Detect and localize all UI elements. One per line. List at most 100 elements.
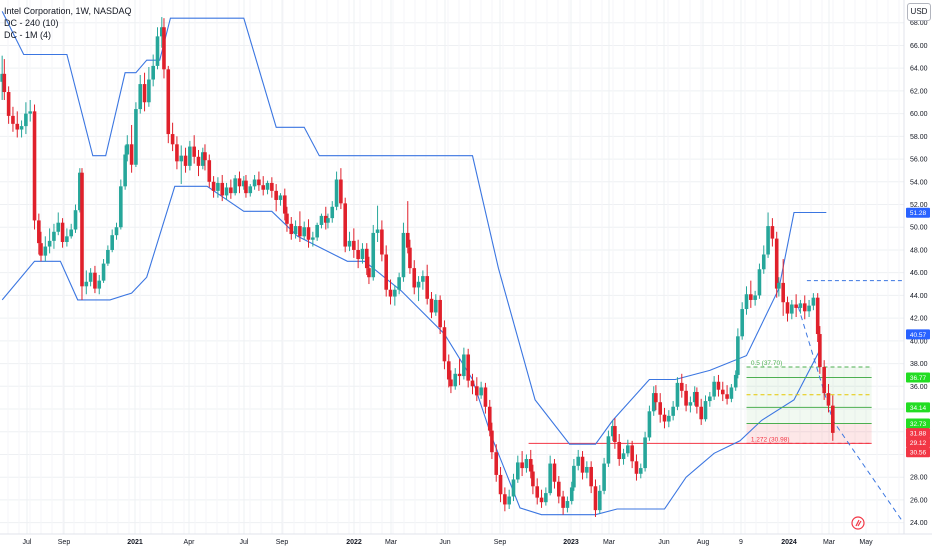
price-badge-label: 51.28 [910,210,927,217]
candle-body [781,282,785,303]
candle-body [822,366,826,394]
price-badge [906,402,930,413]
candle-body [179,155,184,162]
candle-body [667,415,671,422]
candle-body [466,354,470,381]
y-tick-label: 54.00 [910,179,928,186]
candle-body [761,254,766,270]
price-badge [906,428,930,439]
candle-body [65,236,69,243]
candle-body [224,187,229,196]
candle-body [647,411,652,438]
candle-body [539,497,544,503]
candle-body [155,36,160,66]
x-tick-label: 9 [739,539,743,546]
candle-body [621,453,626,460]
candle-body [274,190,278,200]
candle-body [412,268,417,288]
candle-body [524,459,529,469]
legend-indicator-dc-240[interactable]: DC - 240 (10) [4,18,59,28]
candle-body [151,65,155,80]
price-badge [906,437,930,448]
candle-body [138,84,143,110]
candle-body [11,115,15,124]
candle-body [421,276,425,282]
candle-body [790,304,794,314]
candle-body [638,468,643,474]
candle-body [740,309,744,337]
candle-body [818,334,822,367]
candle-body [101,263,106,281]
candle-body [106,249,110,264]
candle-body [285,213,289,224]
candle-body [733,374,738,388]
y-tick-label: 60.00 [910,111,928,118]
fib-zone-red [746,423,872,444]
candle-body [43,246,48,256]
x-tick-label: Jun [658,539,669,546]
candle-body [766,226,770,255]
candle-body [196,156,201,166]
candle-body [425,276,429,299]
donchian-upper-line [1,11,827,445]
candle-body [393,289,397,297]
legend-indicator-dc-1m[interactable]: DC - 1M (4) [4,30,51,40]
candle-body [257,179,261,186]
candle-body [712,381,716,397]
candle-body [125,144,130,155]
candle-body [15,123,20,130]
currency-button[interactable]: USD [907,3,931,21]
candle-body [371,232,376,278]
candle-body [47,240,52,247]
candle-body [166,69,171,135]
candle-body [602,463,606,491]
candle-body [572,465,576,488]
candle-body [703,401,708,420]
candle-body [643,437,647,469]
candle-body [699,406,703,420]
candle-body [535,486,540,498]
candle-body [679,382,684,391]
candle-body [356,249,360,260]
candle-body [380,229,384,255]
candle-body [716,381,721,390]
candle-body [183,155,188,166]
candle-body [831,405,835,433]
fib-zone-green [746,366,872,424]
candle-body [160,27,164,37]
candle-body [134,109,138,165]
candle-body [807,305,811,312]
candle-body [815,297,820,335]
price-badge-label: 30.56 [910,450,927,457]
y-tick-label: 26.00 [910,497,928,504]
candle-body [479,387,483,396]
candle-body [388,289,393,297]
chart-legend: Intel Corporation, 1W, NASDAQ DC - 240 (… [4,5,132,41]
candle-body [576,456,581,466]
x-tick-label: Aug [697,539,710,546]
candle-body [323,215,328,223]
candle-body [203,152,207,161]
y-tick-label: 44.00 [910,293,928,300]
candle-body [289,223,294,235]
candle-body [170,134,175,145]
candle-body [142,84,147,103]
x-tick-label: Mar [823,539,836,546]
candle-body [110,235,114,250]
x-tick-label: May [859,539,873,546]
candle-body [490,430,494,453]
candle-body [597,490,602,511]
candle-body [561,496,565,508]
candle-body [749,294,753,300]
candle-body [630,445,634,462]
candle-body [330,206,335,219]
candle-body [306,227,311,240]
y-tick-label: 28.00 [910,475,928,482]
candle-body [24,113,28,127]
candle-body [725,394,729,399]
candle-body [248,186,253,194]
candle-body [311,237,315,240]
candle-body [453,373,458,387]
